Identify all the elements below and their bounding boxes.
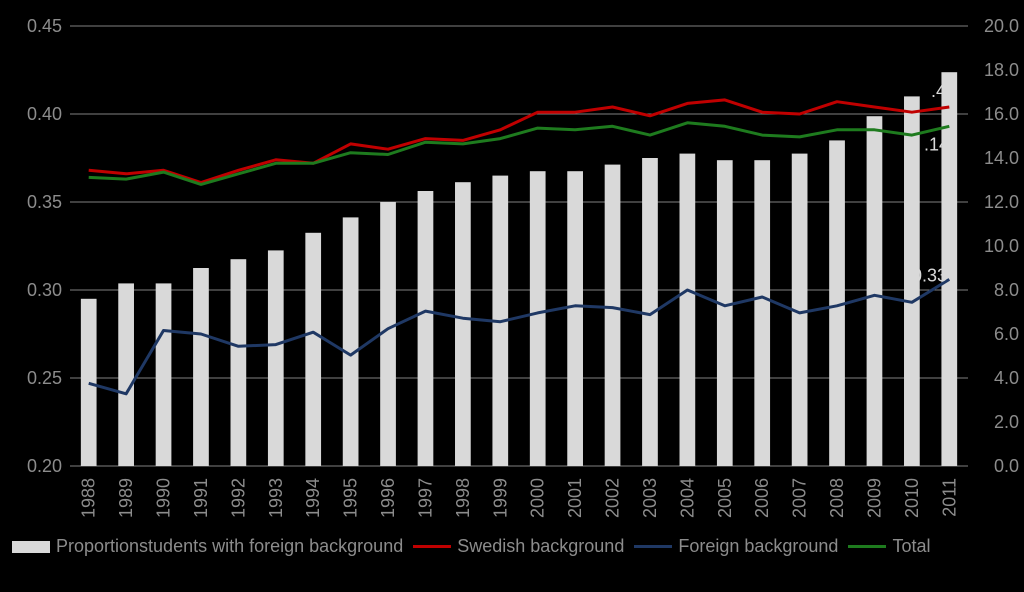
legend: Proportionstudents with foreign backgrou… xyxy=(12,536,930,557)
bar-1997 xyxy=(417,191,434,466)
y-right-tick-8: 16.0 xyxy=(984,104,1019,124)
y-right-tick-1: 2.0 xyxy=(994,412,1019,432)
bar-2010 xyxy=(904,96,920,467)
x-tick-2011: 2011 xyxy=(939,478,959,517)
bar-2002 xyxy=(604,164,621,466)
y-left-tick-0: 0.20 xyxy=(27,456,62,476)
x-tick-2010: 2010 xyxy=(902,478,922,518)
bar-1989 xyxy=(118,283,134,466)
legend-label-swedish: Swedish background xyxy=(457,536,625,556)
bar-2006 xyxy=(754,160,771,466)
x-tick-1997: 1997 xyxy=(415,478,435,518)
x-tick-2008: 2008 xyxy=(827,478,847,518)
x-tick-2003: 2003 xyxy=(640,478,660,518)
x-tick-2006: 2006 xyxy=(752,478,772,518)
y-left-tick-5: 0.45 xyxy=(27,16,62,36)
bar-1994 xyxy=(305,232,322,466)
x-tick-1996: 1996 xyxy=(378,478,398,518)
legend-item-foreign: Foreign background xyxy=(634,536,838,557)
y-right-tick-5: 10.0 xyxy=(984,236,1019,256)
y-right-tick-10: 20.0 xyxy=(984,16,1019,36)
legend-label-foreign: Foreign background xyxy=(678,536,839,556)
x-tick-1989: 1989 xyxy=(116,478,136,518)
series-line-swedish-background xyxy=(88,98,950,185)
x-tick-2002: 2002 xyxy=(603,478,623,518)
bar-2000 xyxy=(529,171,546,466)
bar-1995 xyxy=(342,217,359,466)
bar-2004 xyxy=(679,153,696,466)
data-label-0: 2 xyxy=(86,351,96,371)
x-tick-2005: 2005 xyxy=(715,478,735,518)
bar-2003 xyxy=(642,158,658,466)
y-right-tick-0: 0.0 xyxy=(994,456,1019,476)
legend-item-proportion: Proportionstudents with foreign backgrou… xyxy=(12,536,403,557)
bar-1996 xyxy=(380,202,396,466)
legend-label-total: Total xyxy=(892,536,931,556)
x-tick-2001: 2001 xyxy=(565,478,585,518)
bar-2001 xyxy=(567,171,583,466)
bar-2011 xyxy=(941,72,958,466)
legend-label-proportion: Proportionstudents with foreign backgrou… xyxy=(56,536,404,556)
y-left-tick-1: 0.25 xyxy=(27,368,62,388)
bar-1991 xyxy=(193,268,209,466)
x-tick-1998: 1998 xyxy=(453,478,473,518)
x-tick-2004: 2004 xyxy=(677,478,697,518)
series-line-total xyxy=(88,121,950,186)
legend-swatch-swedish xyxy=(413,545,452,548)
y-right-tick-7: 14.0 xyxy=(984,148,1019,168)
x-tick-1993: 1993 xyxy=(266,478,286,518)
x-tick-1990: 1990 xyxy=(154,478,174,518)
x-tick-1995: 1995 xyxy=(341,478,361,518)
bar-1988 xyxy=(80,298,97,466)
legend-item-swedish: Swedish background xyxy=(413,536,624,557)
x-tick-2009: 2009 xyxy=(864,478,884,518)
bar-1993 xyxy=(267,250,284,466)
x-tick-2007: 2007 xyxy=(790,478,810,518)
bar-2005 xyxy=(716,160,733,466)
y-left-tick-4: 0.40 xyxy=(27,104,62,124)
y-left-tick-2: 0.30 xyxy=(27,280,62,300)
x-tick-1992: 1992 xyxy=(228,478,248,518)
bar-2008 xyxy=(829,140,845,466)
data-label-2: .14 xyxy=(924,134,949,154)
x-tick-1994: 1994 xyxy=(303,478,323,518)
y-left-tick-3: 0.35 xyxy=(27,192,62,212)
y-right-tick-2: 4.0 xyxy=(994,368,1019,388)
data-label-3: 0.33 xyxy=(912,265,947,285)
series-line-foreign-background xyxy=(88,278,951,396)
x-tick-1988: 1988 xyxy=(79,478,99,518)
y-right-tick-9: 18.0 xyxy=(984,60,1019,80)
legend-swatch-proportion xyxy=(12,540,50,553)
y-right-tick-3: 6.0 xyxy=(994,324,1019,344)
bar-2007 xyxy=(791,153,808,466)
x-tick-1999: 1999 xyxy=(490,478,510,518)
bar-1998 xyxy=(455,182,471,466)
x-tick-2000: 2000 xyxy=(528,478,548,518)
bar-1990 xyxy=(155,283,172,466)
bar-1992 xyxy=(230,259,247,466)
legend-item-total: Total xyxy=(848,536,930,557)
bar-2009 xyxy=(866,116,883,466)
legend-swatch-total xyxy=(848,545,887,548)
legend-swatch-foreign xyxy=(634,545,673,548)
data-label-1: .41 xyxy=(931,81,956,101)
x-tick-1991: 1991 xyxy=(191,478,211,518)
y-right-tick-4: 8.0 xyxy=(994,280,1019,300)
y-right-tick-6: 12.0 xyxy=(984,192,1019,212)
